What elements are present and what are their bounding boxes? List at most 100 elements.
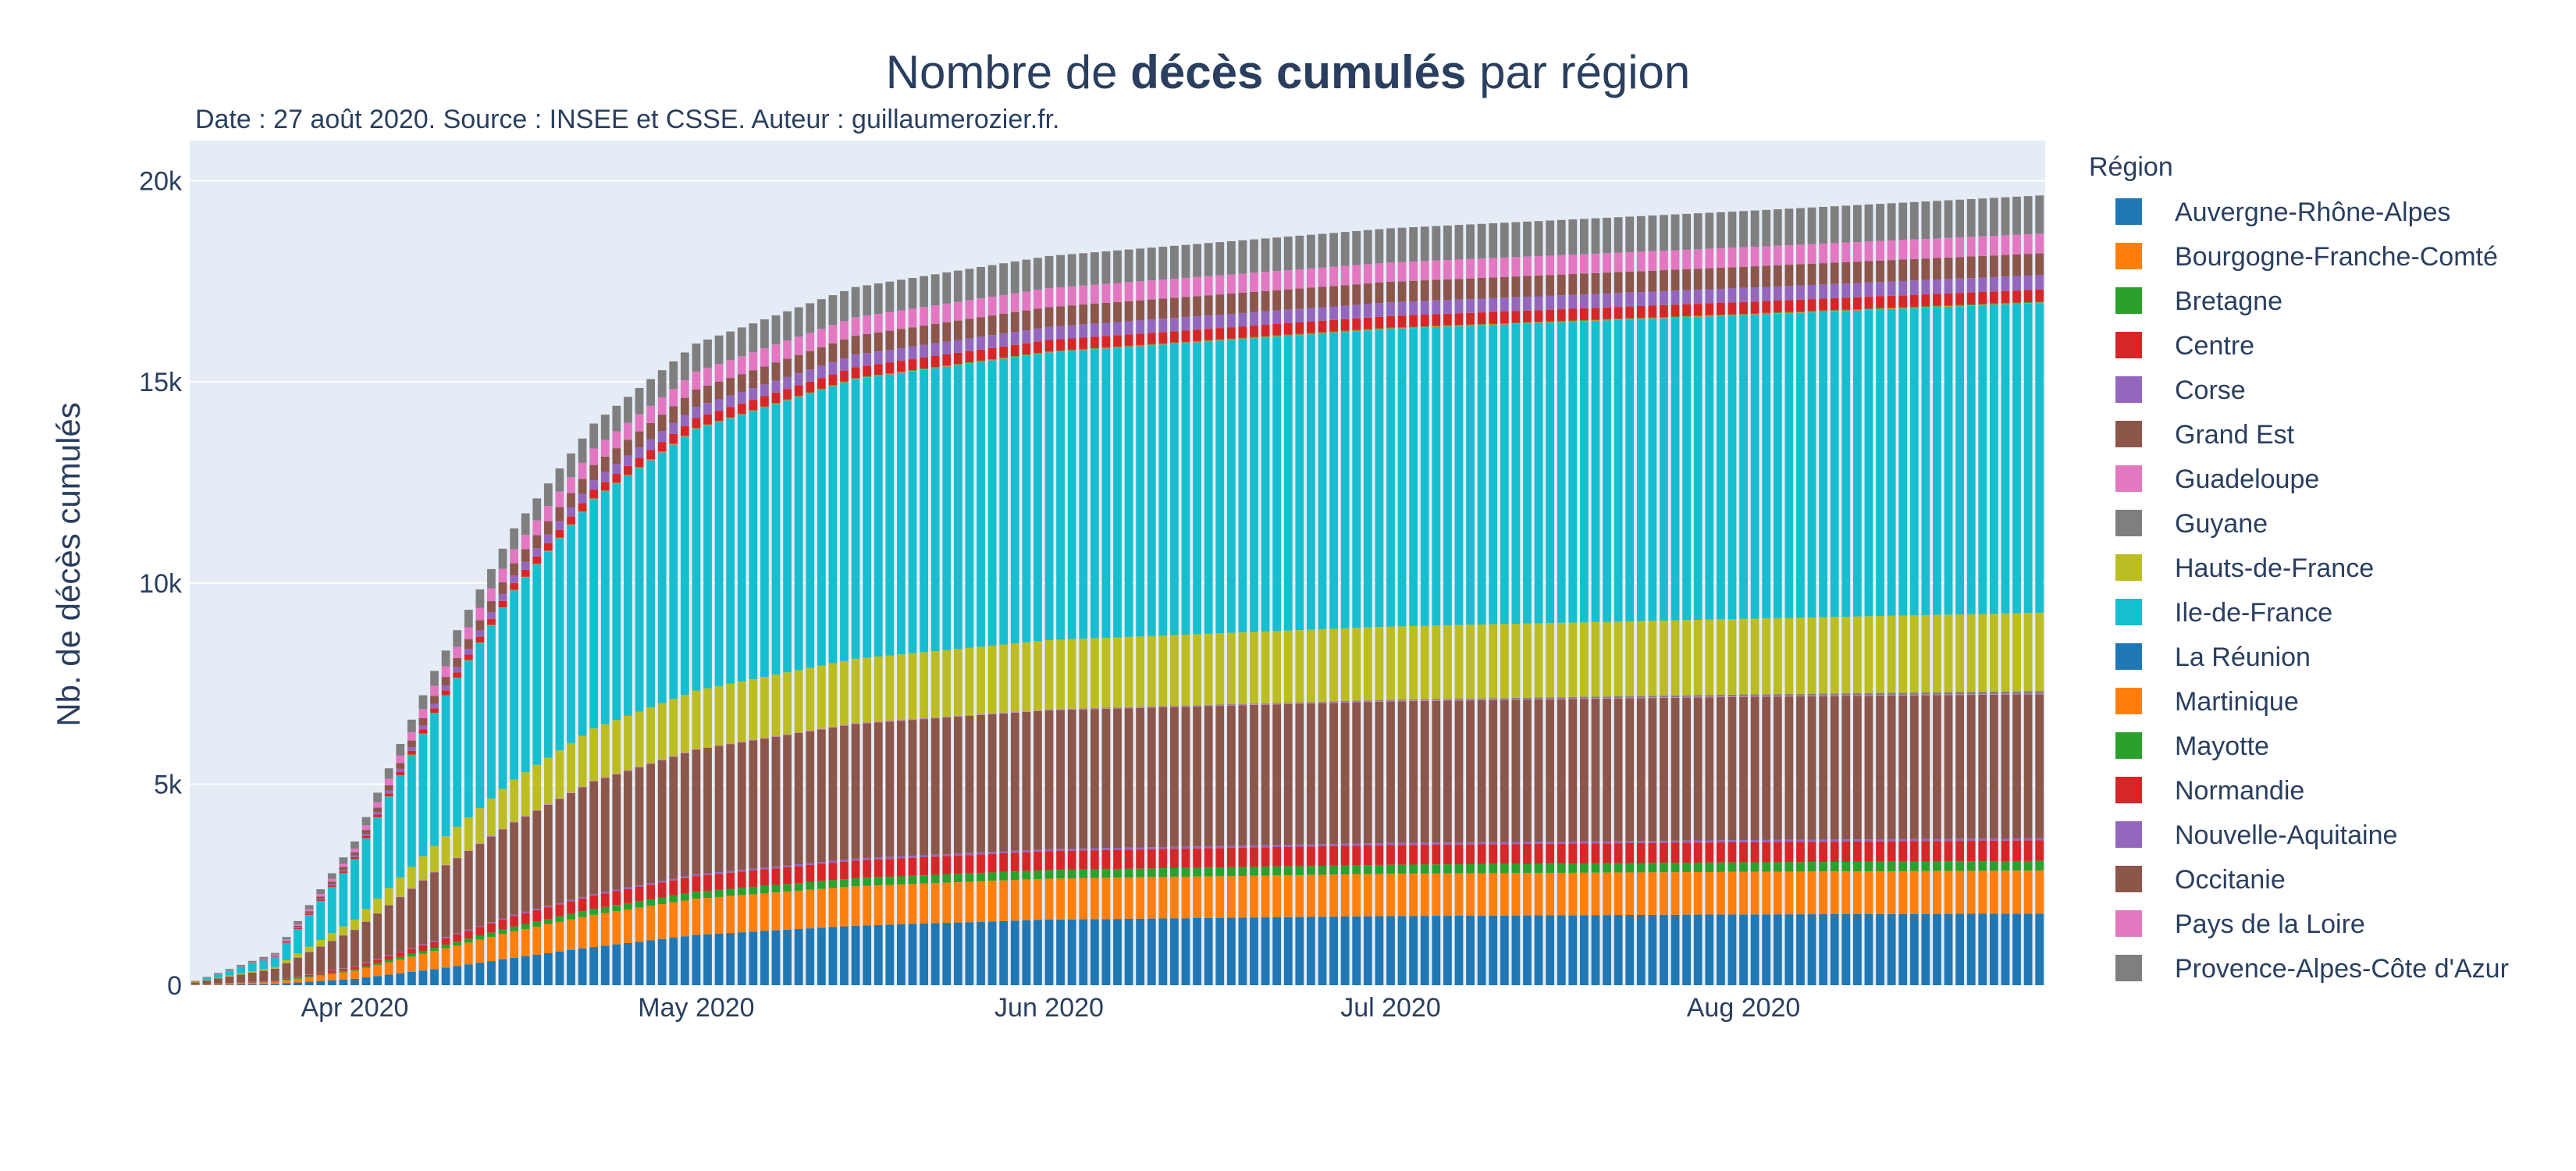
bar-segment[interactable] bbox=[396, 771, 405, 776]
bar-segment[interactable] bbox=[1670, 697, 1680, 698]
bar-segment[interactable] bbox=[2023, 302, 2033, 304]
bar-segment[interactable] bbox=[1876, 692, 1884, 696]
bar-segment[interactable] bbox=[1796, 839, 1805, 842]
bar-segment[interactable] bbox=[612, 448, 621, 464]
bar-segment[interactable] bbox=[1614, 307, 1623, 319]
bar-segment[interactable] bbox=[703, 898, 712, 934]
bar-stack[interactable] bbox=[612, 405, 621, 985]
bar-segment[interactable] bbox=[1204, 633, 1213, 705]
bar-segment[interactable] bbox=[282, 980, 291, 984]
bar-segment[interactable] bbox=[1079, 348, 1088, 350]
bar-segment[interactable] bbox=[1511, 322, 1521, 324]
bar-segment[interactable] bbox=[1705, 316, 1714, 620]
bar-segment[interactable] bbox=[1614, 319, 1623, 622]
bar-segment[interactable] bbox=[1056, 850, 1065, 870]
bar-segment[interactable] bbox=[270, 956, 279, 957]
bar-segment[interactable] bbox=[510, 914, 519, 917]
bar-segment[interactable] bbox=[1944, 614, 1953, 692]
bar-segment[interactable] bbox=[1603, 217, 1611, 254]
bar-segment[interactable] bbox=[1340, 330, 1350, 332]
bar-segment[interactable] bbox=[828, 663, 838, 727]
bar-segment[interactable] bbox=[475, 927, 485, 936]
bar-segment[interactable] bbox=[1614, 863, 1623, 873]
bar-segment[interactable] bbox=[714, 889, 724, 897]
bar-segment[interactable] bbox=[1147, 707, 1156, 848]
bar-segment[interactable] bbox=[794, 385, 803, 397]
bar-segment[interactable] bbox=[1158, 298, 1168, 319]
bar-segment[interactable] bbox=[1090, 850, 1099, 870]
bar-segment[interactable] bbox=[1352, 284, 1361, 305]
bar-segment[interactable] bbox=[987, 714, 997, 852]
bar-segment[interactable] bbox=[304, 977, 314, 982]
bar-segment[interactable] bbox=[1784, 693, 1794, 696]
bar-segment[interactable] bbox=[578, 949, 587, 985]
bar-segment[interactable] bbox=[1603, 863, 1611, 873]
bar-segment[interactable] bbox=[1534, 275, 1543, 297]
bar-segment[interactable] bbox=[1523, 221, 1532, 257]
bar-segment[interactable] bbox=[1500, 257, 1509, 277]
bar-segment[interactable] bbox=[1705, 871, 1714, 915]
bar-stack[interactable] bbox=[270, 952, 279, 985]
bar-segment[interactable] bbox=[646, 763, 655, 764]
bar-segment[interactable] bbox=[783, 358, 792, 377]
bar-segment[interactable] bbox=[1978, 305, 1987, 614]
bar-segment[interactable] bbox=[977, 349, 985, 361]
bar-segment[interactable] bbox=[1670, 304, 1680, 317]
bar-segment[interactable] bbox=[1864, 297, 1873, 309]
bar-segment[interactable] bbox=[1876, 308, 1884, 309]
bar-segment[interactable] bbox=[1796, 862, 1805, 872]
bar-segment[interactable] bbox=[327, 972, 336, 974]
bar-segment[interactable] bbox=[532, 564, 542, 765]
bar-segment[interactable] bbox=[873, 314, 883, 333]
bar-segment[interactable] bbox=[464, 817, 473, 851]
bar-segment[interactable] bbox=[1636, 292, 1646, 307]
bar-segment[interactable] bbox=[1432, 326, 1441, 327]
bar-segment[interactable] bbox=[453, 678, 462, 828]
bar-segment[interactable] bbox=[407, 740, 416, 748]
bar-segment[interactable] bbox=[953, 882, 962, 923]
bar-stack[interactable] bbox=[1181, 244, 1190, 985]
bar-segment[interactable] bbox=[1864, 241, 1873, 262]
bar-segment[interactable] bbox=[1375, 699, 1384, 702]
bar-segment[interactable] bbox=[1272, 336, 1282, 337]
bar-segment[interactable] bbox=[1580, 841, 1589, 844]
bar-stack[interactable] bbox=[1807, 207, 1816, 985]
bar-stack[interactable] bbox=[396, 743, 405, 985]
bar-segment[interactable] bbox=[1819, 693, 1828, 696]
bar-segment[interactable] bbox=[464, 942, 473, 965]
bar-segment[interactable] bbox=[987, 852, 997, 854]
bar-segment[interactable] bbox=[1773, 313, 1782, 314]
bar-segment[interactable] bbox=[1238, 703, 1247, 705]
bar-segment[interactable] bbox=[1307, 234, 1315, 269]
bar-segment[interactable] bbox=[873, 877, 883, 886]
bar-segment[interactable] bbox=[1318, 233, 1327, 268]
bar-segment[interactable] bbox=[1716, 697, 1725, 841]
bar-segment[interactable] bbox=[396, 956, 405, 960]
bar-segment[interactable] bbox=[771, 884, 781, 893]
bar-stack[interactable] bbox=[806, 303, 815, 985]
bar-segment[interactable] bbox=[612, 774, 621, 890]
bar-segment[interactable] bbox=[1944, 841, 1953, 862]
bar-segment[interactable] bbox=[1193, 342, 1201, 635]
bar-segment[interactable] bbox=[1307, 866, 1315, 875]
bar-segment[interactable] bbox=[1511, 842, 1521, 845]
bar-segment[interactable] bbox=[1693, 269, 1703, 290]
bar-segment[interactable] bbox=[1784, 311, 1794, 313]
bar-segment[interactable] bbox=[1852, 913, 1862, 985]
bar-segment[interactable] bbox=[1909, 239, 1919, 259]
bar-stack[interactable] bbox=[1876, 204, 1884, 985]
bar-segment[interactable] bbox=[760, 396, 769, 407]
bar-segment[interactable] bbox=[1067, 708, 1076, 710]
legend-item[interactable]: La Réunion bbox=[2115, 642, 2311, 672]
bar-segment[interactable] bbox=[612, 891, 621, 906]
bar-segment[interactable] bbox=[1557, 915, 1566, 985]
bar-segment[interactable] bbox=[1682, 695, 1692, 697]
bar-segment[interactable] bbox=[897, 372, 906, 373]
bar-segment[interactable] bbox=[373, 792, 382, 803]
bar-segment[interactable] bbox=[327, 887, 336, 934]
bar-segment[interactable] bbox=[794, 733, 803, 865]
bar-segment[interactable] bbox=[1181, 849, 1190, 868]
bar-segment[interactable] bbox=[1796, 696, 1805, 840]
bar-segment[interactable] bbox=[1864, 695, 1873, 696]
bar-segment[interactable] bbox=[965, 881, 974, 923]
